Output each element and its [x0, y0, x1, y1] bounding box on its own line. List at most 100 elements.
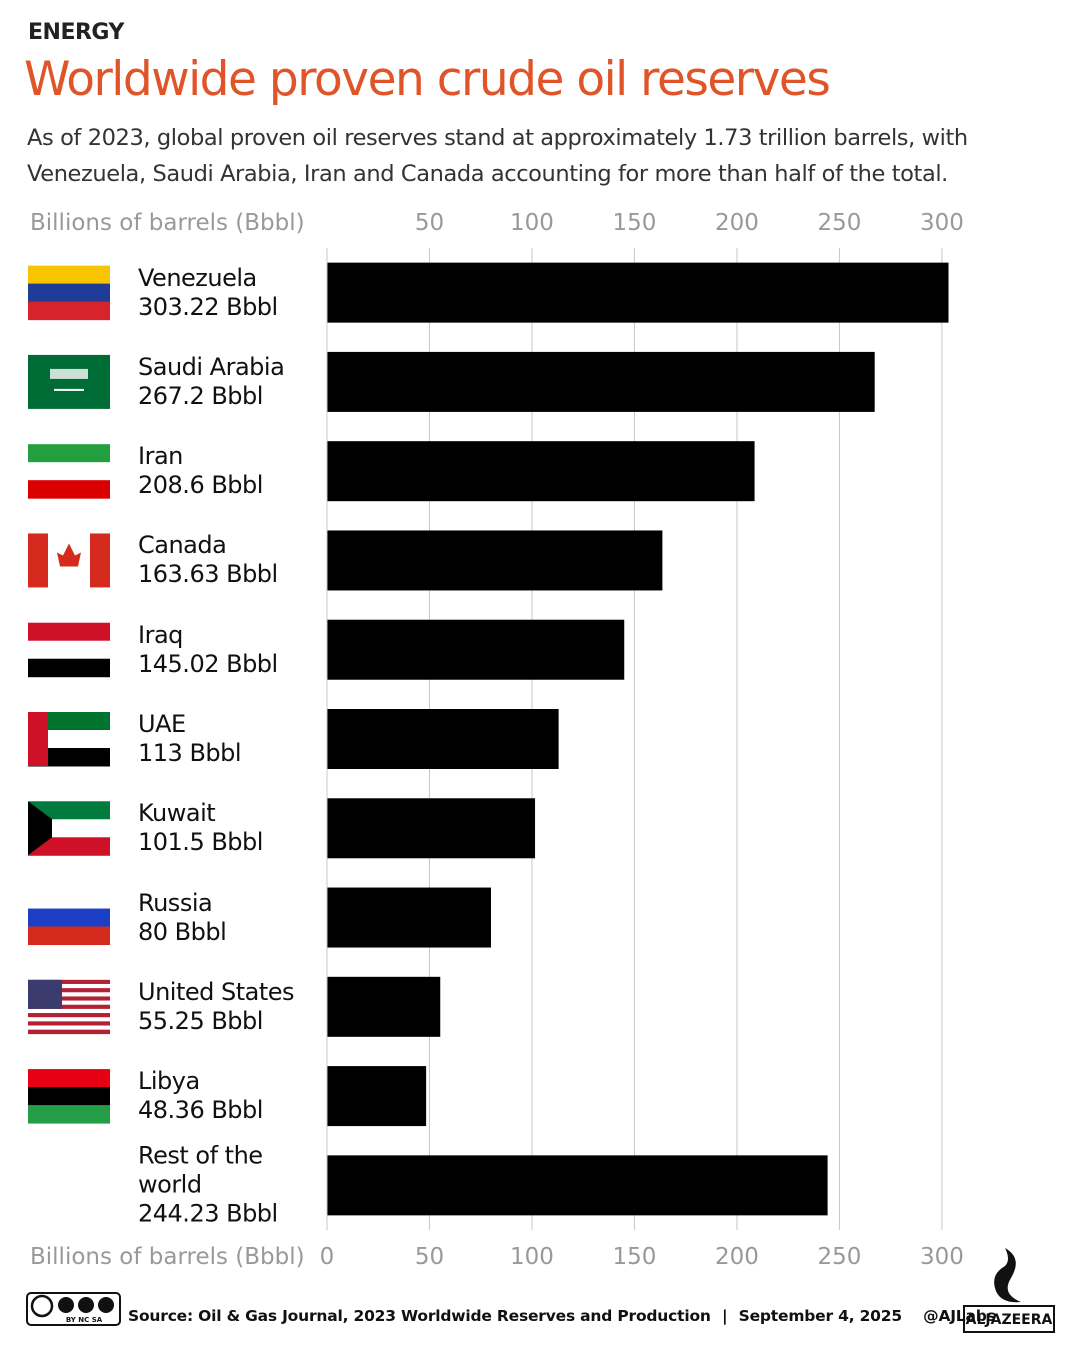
- flag-stripe: [28, 1087, 110, 1106]
- flag-leaf: [57, 543, 81, 577]
- flag-stripe: [28, 801, 110, 820]
- x-tick-label: 250: [817, 1244, 861, 1270]
- category-label: Rest of the world: [138, 1141, 263, 1199]
- separator: |: [721, 1307, 728, 1325]
- flag-stripe: [28, 622, 110, 642]
- flag-stripe: [28, 712, 110, 731]
- category-label-group: Kuwait 101.5 Bbbl: [138, 799, 318, 857]
- flag-field: [28, 354, 110, 409]
- kicker: ENERGY: [28, 20, 124, 45]
- flag-stripe: [28, 890, 110, 910]
- bar: [327, 1066, 427, 1127]
- x-tick-label: 50: [415, 1244, 444, 1270]
- x-tick-label-top: 250: [817, 210, 861, 236]
- category-label-group: Iraq 145.02 Bbbl: [138, 621, 318, 679]
- x-tick-label-top: 50: [415, 210, 444, 236]
- bar: [327, 619, 625, 680]
- category-label: Venezuela: [138, 263, 257, 292]
- flag-stripe: [28, 983, 110, 989]
- flag-stripe: [28, 1000, 110, 1006]
- flag: [28, 265, 110, 321]
- flag-stripe: [28, 265, 110, 285]
- category-label: Iraq: [138, 620, 183, 649]
- flag-stripe: [28, 996, 110, 1001]
- flag-stripe: [28, 992, 110, 997]
- brand-logo: ALJAZEERA: [963, 1248, 1055, 1333]
- category-label: Iran: [138, 442, 183, 471]
- flag-stripe: [28, 640, 110, 660]
- bar: [327, 887, 491, 948]
- value-label: 244.23 Bbbl: [138, 1199, 278, 1228]
- category-label-group: United States 55.25 Bbbl: [138, 978, 318, 1036]
- flag-stripe: [28, 837, 110, 856]
- chart-subtitle: As of 2023, global proven oil reserves s…: [27, 125, 968, 187]
- value-label: 101.5 Bbbl: [138, 828, 263, 857]
- flag-emblem: [50, 368, 88, 379]
- flag-emblem: [54, 388, 84, 391]
- x-tick-label: 300: [920, 1244, 964, 1270]
- flag-stripe: [28, 658, 110, 678]
- flag-canton: [28, 979, 62, 1009]
- flag: [28, 801, 110, 856]
- flag-band: [28, 533, 48, 588]
- category-label-group: Russia 80 Bbbl: [138, 889, 318, 947]
- value-label: 303.22 Bbbl: [138, 292, 278, 321]
- chart-title: Worldwide proven crude oil reserves: [24, 52, 831, 107]
- flag: [28, 622, 110, 678]
- bar: [327, 976, 441, 1037]
- flag-stripe: [28, 908, 110, 928]
- category-label: Canada: [138, 531, 227, 560]
- category-label: Saudi Arabia: [138, 352, 285, 381]
- flag-band: [28, 712, 48, 766]
- flag-stripe: [28, 1105, 110, 1124]
- x-tick-label: 0: [320, 1244, 335, 1270]
- value-label: 267.2 Bbbl: [138, 381, 263, 410]
- flag-stripe: [28, 1013, 110, 1018]
- flag-band: [90, 533, 110, 588]
- footer: Source: Oil & Gas Journal, 2023 Worldwid…: [128, 1307, 1002, 1325]
- category-label: Kuwait: [138, 799, 216, 828]
- category-label: Libya: [138, 1067, 200, 1096]
- x-axis-title: Billions of barrels (Bbbl): [30, 1244, 305, 1270]
- category-label-group: Libya 48.36 Bbbl: [138, 1067, 318, 1125]
- flag-stripe: [28, 1017, 110, 1022]
- source: Source: Oil & Gas Journal, 2023 Worldwid…: [128, 1307, 711, 1325]
- flag-stripe: [28, 730, 110, 749]
- flag: [28, 712, 110, 767]
- flag-stripe: [28, 1021, 110, 1026]
- flag-stripe: [28, 444, 110, 463]
- value-label: 113 Bbbl: [138, 739, 242, 767]
- flag-stripe: [28, 301, 110, 321]
- category-label-group: Iran 208.6 Bbbl: [138, 442, 318, 500]
- flag-stripe: [28, 462, 110, 481]
- flag-stripe: [28, 979, 110, 985]
- bar: [327, 262, 949, 323]
- flag-stripe: [28, 480, 110, 499]
- x-tick-label-top: 200: [715, 210, 759, 236]
- category-label: Russia: [138, 888, 213, 917]
- flag: [28, 979, 110, 1035]
- value-label: 208.6 Bbbl: [138, 471, 263, 500]
- x-tick-label: 200: [715, 1244, 759, 1270]
- category-label: United States: [138, 977, 295, 1006]
- bar: [327, 530, 663, 591]
- category-label-group: UAE 113 Bbbl: [138, 710, 318, 768]
- date: September 4, 2025: [738, 1307, 903, 1325]
- brand-text: ALJAZEERA: [966, 1312, 1053, 1328]
- flag: [28, 1069, 110, 1124]
- flag-stripe: [28, 926, 110, 946]
- bar: [327, 798, 536, 859]
- flag: [28, 444, 110, 499]
- x-tick-label-top: 300: [920, 210, 964, 236]
- category-label-group: Rest of the world 244.23 Bbbl: [138, 1142, 318, 1229]
- flag-stripe: [28, 1029, 110, 1035]
- value-label: 145.02 Bbbl: [138, 649, 278, 678]
- x-tick-label: 150: [612, 1244, 656, 1270]
- license-badge: BY NC SA: [26, 1292, 121, 1326]
- license-text: BY NC SA: [66, 1316, 103, 1324]
- bar: [327, 351, 875, 412]
- category-label-group: Venezuela 303.22 Bbbl: [138, 264, 318, 322]
- x-axis-title-top: Billions of barrels (Bbbl): [30, 210, 305, 236]
